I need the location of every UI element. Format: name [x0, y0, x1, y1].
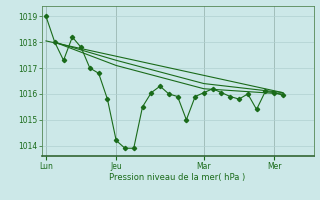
X-axis label: Pression niveau de la mer( hPa ): Pression niveau de la mer( hPa )	[109, 173, 246, 182]
